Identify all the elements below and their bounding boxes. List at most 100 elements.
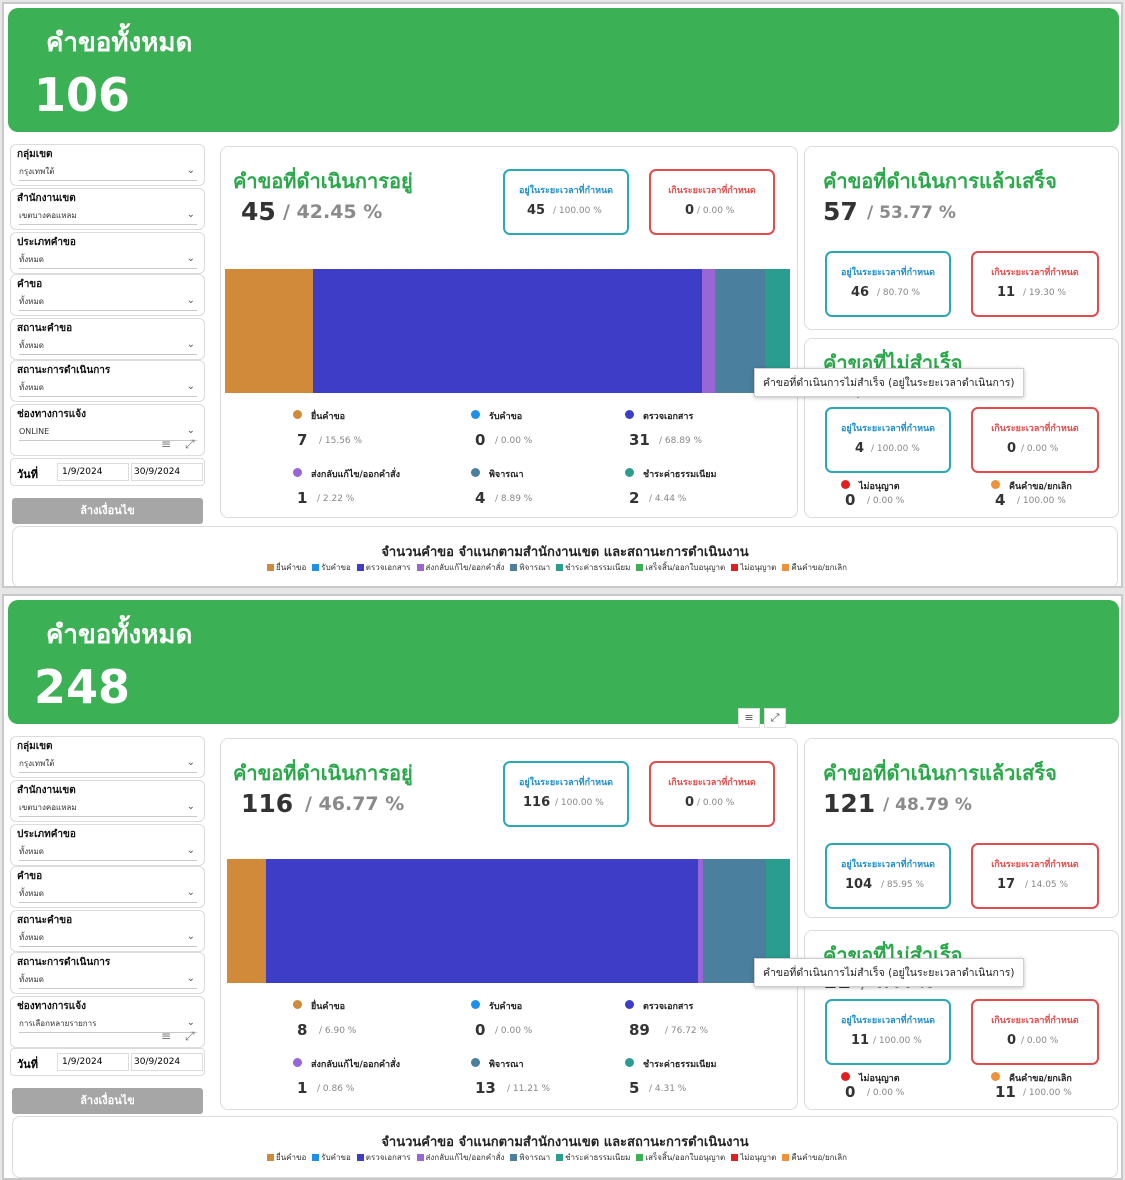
filter-icon[interactable]: ≡ — [161, 1029, 172, 1043]
over-pct: / 14.05 % — [1025, 880, 1069, 890]
bottom-legend-item: ไม่อนุญาต — [731, 561, 776, 574]
date-from[interactable]: 1/9/2024 — [57, 1053, 129, 1071]
legend-dot — [471, 410, 480, 419]
filter-label: ช่องทางการแจ้ง — [17, 1001, 86, 1012]
filter-district-group[interactable]: กลุ่มเขต กรุงเทพใต้ ⌄ — [10, 144, 205, 186]
within-value: 45 — [527, 203, 546, 218]
filter-request-type[interactable]: ประเภทคำขอ ทั้งหมด ⌄ — [10, 232, 205, 274]
filter-value: กรุงเทพใต้ — [19, 167, 55, 176]
date-to[interactable]: 30/9/2024 — [131, 1053, 203, 1071]
date-range: วันที่ 1/9/2024 30/9/2024 — [10, 458, 205, 486]
filter-select[interactable]: ทั้งหมด ⌄ — [19, 339, 197, 355]
filter-value: ทั้งหมด — [19, 889, 44, 898]
filter-select[interactable]: กรุงเทพใต้ ⌄ — [19, 757, 197, 773]
filter-label: กลุ่มเขต — [17, 741, 53, 752]
bottom-legend-item: ตรวจเอกสาร — [356, 561, 411, 574]
legend-name: ส่งกลับแก้ไข/ออกคำสั่ง — [311, 470, 401, 480]
stack-segment-3[interactable] — [697, 859, 703, 983]
over-title: เกินระยะเวลาที่กำหนด — [991, 268, 1079, 278]
filter-request-type[interactable]: ประเภทคำขอ ทั้งหมด ⌄ — [10, 824, 205, 866]
in-progress-within-box: อยู่ในระยะเวลาที่กำหนด 116 / 100.00 % — [503, 761, 629, 827]
expand-icon[interactable]: ⤢ — [185, 437, 195, 451]
legend-name: ไม่อนุญาต — [859, 482, 900, 492]
filter-value: เขตบางคอแหลม — [19, 803, 77, 812]
bottom-legend-item: คืนคำขอ/ยกเลิก — [782, 1151, 847, 1164]
bottom-legend-item: ชำระค่าธรรมเนียม — [556, 561, 630, 574]
filter-label: สำนักงานเขต — [17, 785, 76, 796]
header-title: คำขอทั้งหมด — [46, 620, 193, 650]
filter-select[interactable]: กรุงเทพใต้ ⌄ — [19, 165, 197, 181]
legend-value: 11 — [995, 1083, 1016, 1101]
filter-district-office[interactable]: สำนักงานเขต เขตบางคอแหลม ⌄ — [10, 188, 205, 230]
chevron-down-icon: ⌄ — [186, 253, 195, 264]
filter-label: สำนักงานเขต — [17, 193, 76, 204]
in-progress-value: 45 — [241, 197, 276, 226]
date-to[interactable]: 30/9/2024 — [131, 463, 203, 481]
filter-select[interactable]: เขตบางคอแหลม ⌄ — [19, 801, 197, 817]
filter-channel[interactable]: ช่องทางการแจ้ง ONLINE ⌄ ≡ ⤢ — [10, 404, 205, 456]
legend-dot — [293, 1000, 302, 1009]
legend-swatch — [356, 564, 364, 571]
filter-select[interactable]: ทั้งหมด ⌄ — [19, 381, 197, 397]
filter-district-group[interactable]: กลุ่มเขต กรุงเทพใต้ ⌄ — [10, 736, 205, 778]
filter-select[interactable]: การเลือกหลายรายการ ⌄ — [19, 1017, 197, 1033]
legend-value: 0 — [475, 431, 486, 449]
legend-value: 1 — [297, 489, 308, 507]
filter-request-status[interactable]: สถานะคำขอ ทั้งหมด ⌄ — [10, 318, 205, 360]
filter-icon[interactable]: ≡ — [161, 437, 172, 451]
district-status-chart: จำนวนคำขอ จำแนกตามสำนักงานเขต และสถานะกา… — [12, 1116, 1118, 1178]
filter-process-status[interactable]: สถานะการดำเนินการ ทั้งหมด ⌄ — [10, 360, 205, 402]
filter-label: สถานะคำขอ — [17, 323, 73, 334]
in-progress-within-box: อยู่ในระยะเวลาที่กำหนด 45 / 100.00 % — [503, 169, 629, 235]
filter-label: กลุ่มเขต — [17, 149, 53, 160]
filter-request-status[interactable]: สถานะคำขอ ทั้งหมด ⌄ — [10, 910, 205, 952]
filter-select[interactable]: ทั้งหมด ⌄ — [19, 845, 197, 861]
filter-request[interactable]: คำขอ ทั้งหมด ⌄ — [10, 274, 205, 316]
in-progress-value: 116 — [241, 789, 294, 818]
filter-value: การเลือกหลายรายการ — [19, 1019, 97, 1028]
legend-value: 31 — [629, 431, 650, 449]
clear-filters-button[interactable]: ล้างเงื่อนไข — [12, 1088, 203, 1114]
filter-value: ทั้งหมด — [19, 975, 44, 984]
expand-icon[interactable]: ⤢ — [185, 1029, 195, 1043]
status-stacked-bar[interactable] — [227, 859, 790, 983]
legend-name: ยื่นคำขอ — [311, 1002, 346, 1012]
date-from[interactable]: 1/9/2024 — [57, 463, 129, 481]
chevron-down-icon: ⌄ — [186, 931, 195, 942]
in-progress-card: คำขอที่ดำเนินการอยู่ 45 / 42.45 % อยู่ใน… — [220, 146, 798, 518]
stack-segment-0[interactable] — [225, 269, 313, 393]
done-card: คำขอที่ดำเนินการแล้วเสร็จ 121 / 48.79 % … — [804, 738, 1119, 918]
status-stacked-bar[interactable] — [225, 269, 790, 393]
legend-name: ไม่อนุญาต — [859, 1074, 900, 1084]
within-title: อยู่ในระยะเวลาที่กำหนด — [840, 268, 936, 278]
stack-segment-2[interactable] — [312, 269, 703, 393]
filter-value: กรุงเทพใต้ — [19, 759, 55, 768]
date-from-value: 1/9/2024 — [62, 1057, 103, 1067]
legend-name: พิจารณา — [489, 470, 524, 480]
done-within-box: อยู่ในระยะเวลาที่กำหนด 104 / 85.95 % — [825, 843, 951, 909]
filter-process-status[interactable]: สถานะการดำเนินการ ทั้งหมด ⌄ — [10, 952, 205, 994]
legend-pct: / 0.00 % — [495, 1026, 533, 1036]
stack-segment-3[interactable] — [702, 269, 715, 393]
filter-select[interactable]: ONLINE ⌄ — [19, 425, 197, 441]
filter-select[interactable]: ทั้งหมด ⌄ — [19, 295, 197, 311]
filter-select[interactable]: ทั้งหมด ⌄ — [19, 253, 197, 269]
stack-segment-2[interactable] — [265, 859, 698, 983]
filter-request[interactable]: คำขอ ทั้งหมด ⌄ — [10, 866, 205, 908]
legend-name: คืนคำขอ/ยกเลิก — [1009, 1074, 1072, 1084]
filter-select[interactable]: ทั้งหมด ⌄ — [19, 931, 197, 947]
stack-segment-0[interactable] — [227, 859, 266, 983]
filter-channel[interactable]: ช่องทางการแจ้ง การเลือกหลายรายการ ⌄ ≡ ⤢ — [10, 996, 205, 1048]
filter-select[interactable]: เขตบางคอแหลม ⌄ — [19, 209, 197, 225]
within-title: อยู่ในระยะเวลาที่กำหนด — [518, 778, 614, 788]
filter-select[interactable]: ทั้งหมด ⌄ — [19, 973, 197, 989]
over-title: เกินระยะเวลาที่กำหนด — [991, 424, 1079, 434]
date-from-value: 1/9/2024 — [62, 467, 103, 477]
expand-icon[interactable]: ⤢ — [764, 708, 786, 728]
within-pct: / 80.70 % — [877, 288, 921, 298]
filter-icon[interactable]: ≡ — [738, 708, 760, 728]
legend-value: 8 — [297, 1021, 308, 1039]
filter-district-office[interactable]: สำนักงานเขต เขตบางคอแหลม ⌄ — [10, 780, 205, 822]
clear-filters-button[interactable]: ล้างเงื่อนไข — [12, 498, 203, 524]
filter-select[interactable]: ทั้งหมด ⌄ — [19, 887, 197, 903]
